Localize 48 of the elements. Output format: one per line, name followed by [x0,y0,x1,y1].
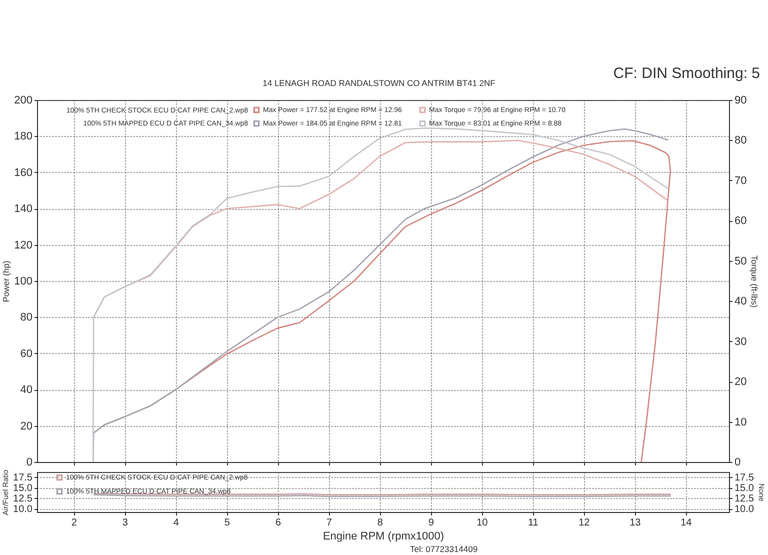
y-tick-label: 60 [20,348,32,360]
y2-tick-label: 50 [734,255,747,268]
y-axis-title: Power (hp) [1,260,12,302]
x-tick-label: 12 [578,518,590,528]
x-tick-label: 10 [476,518,488,528]
x-tick-label: 11 [528,518,539,528]
chart-subtitle: 14 LENAGH ROAD RANDALSTOWN CO ANTRIM BT41 2NF [262,78,496,88]
text: CF: DIN Smoothing: 5 [613,65,760,82]
y-tick-label: 15.0 [13,483,33,494]
x-tick-label: 14 [680,518,692,528]
y-tick-label: 140 [14,203,32,216]
y2-axis-title: Torque (ft-lbs) [750,255,760,308]
y-tick-label: 12.5 [13,494,33,505]
x-tick-label: 2 [71,518,78,528]
y-tick-label: 0 [26,456,32,468]
y2-tick-label: 0 [734,456,741,468]
y2-tick-label: 12.5 [734,494,754,505]
x-tick-label: 9 [428,518,434,528]
y2-tick-label: 17.5 [734,472,754,484]
y2-tick-label: 70 [734,174,747,187]
y2-tick-label: 15.0 [734,483,754,494]
y2-tick-label: 10.0 [734,504,754,516]
x-axis-title: Engine RPM (rpmx1000) [322,530,444,542]
y-tick-label: 120 [14,239,32,252]
y2-tick-label: 30 [734,336,747,348]
y-tick-label: 40 [20,384,32,396]
x-tick-label: 6 [275,518,282,528]
y-tick-label: 180 [14,130,32,143]
y2-tick-label: 90 [734,94,747,106]
y-tick-label: 100 [14,276,32,288]
y-tick-label: 20 [20,420,32,432]
x-tick-label: 13 [630,518,642,528]
y-tick-label: 80 [20,312,32,324]
x-tick-label: 5 [224,518,230,528]
y2-tick-label: 40 [734,296,747,308]
y-tick-label: 17.5 [13,472,33,484]
y2-tick-label: 10 [734,416,747,428]
x-tick-label: 8 [377,518,384,528]
y-tick-label: 10.0 [13,504,33,516]
y2-tick-label: 80 [734,134,747,147]
x-tick-label: 4 [173,518,180,528]
text: Tel: 07723314409 [410,544,478,554]
y-tick-label: 200 [14,94,32,106]
y-tick-label: 160 [14,166,32,179]
x-tick-label: 7 [326,518,332,528]
y2-tick-label: 20 [734,376,747,388]
x-tick-label: 3 [122,518,128,528]
y2-tick-label: 60 [734,215,747,228]
